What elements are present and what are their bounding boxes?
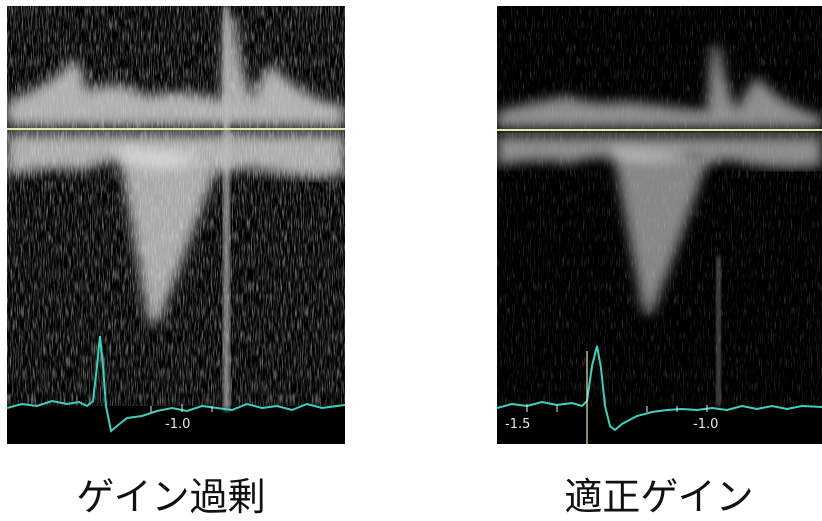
caption-proper-gain: 適正ゲイン (564, 475, 754, 519)
tick-label: -1.0 (693, 417, 719, 432)
ecg-trace (497, 345, 822, 432)
tick-label: -1.5 (505, 417, 531, 432)
doppler-image-proper-gain: -1.5 -1.0 (497, 6, 822, 444)
forward-flow-band (497, 46, 822, 128)
vertical-artifact (223, 6, 230, 411)
systolic-envelope (612, 146, 709, 315)
doppler-spectrum-right (497, 6, 822, 444)
tick-label: -1.0 (165, 417, 191, 432)
forward-flow-band (7, 16, 345, 126)
ecg-trace (7, 335, 345, 433)
doppler-image-excess-gain: -1.0 (7, 6, 345, 444)
doppler-spectrum-left (7, 6, 345, 444)
systolic-envelope (117, 146, 222, 324)
caption-excess-gain: ゲイン過剰 (76, 475, 266, 519)
vertical-artifact (716, 256, 721, 406)
